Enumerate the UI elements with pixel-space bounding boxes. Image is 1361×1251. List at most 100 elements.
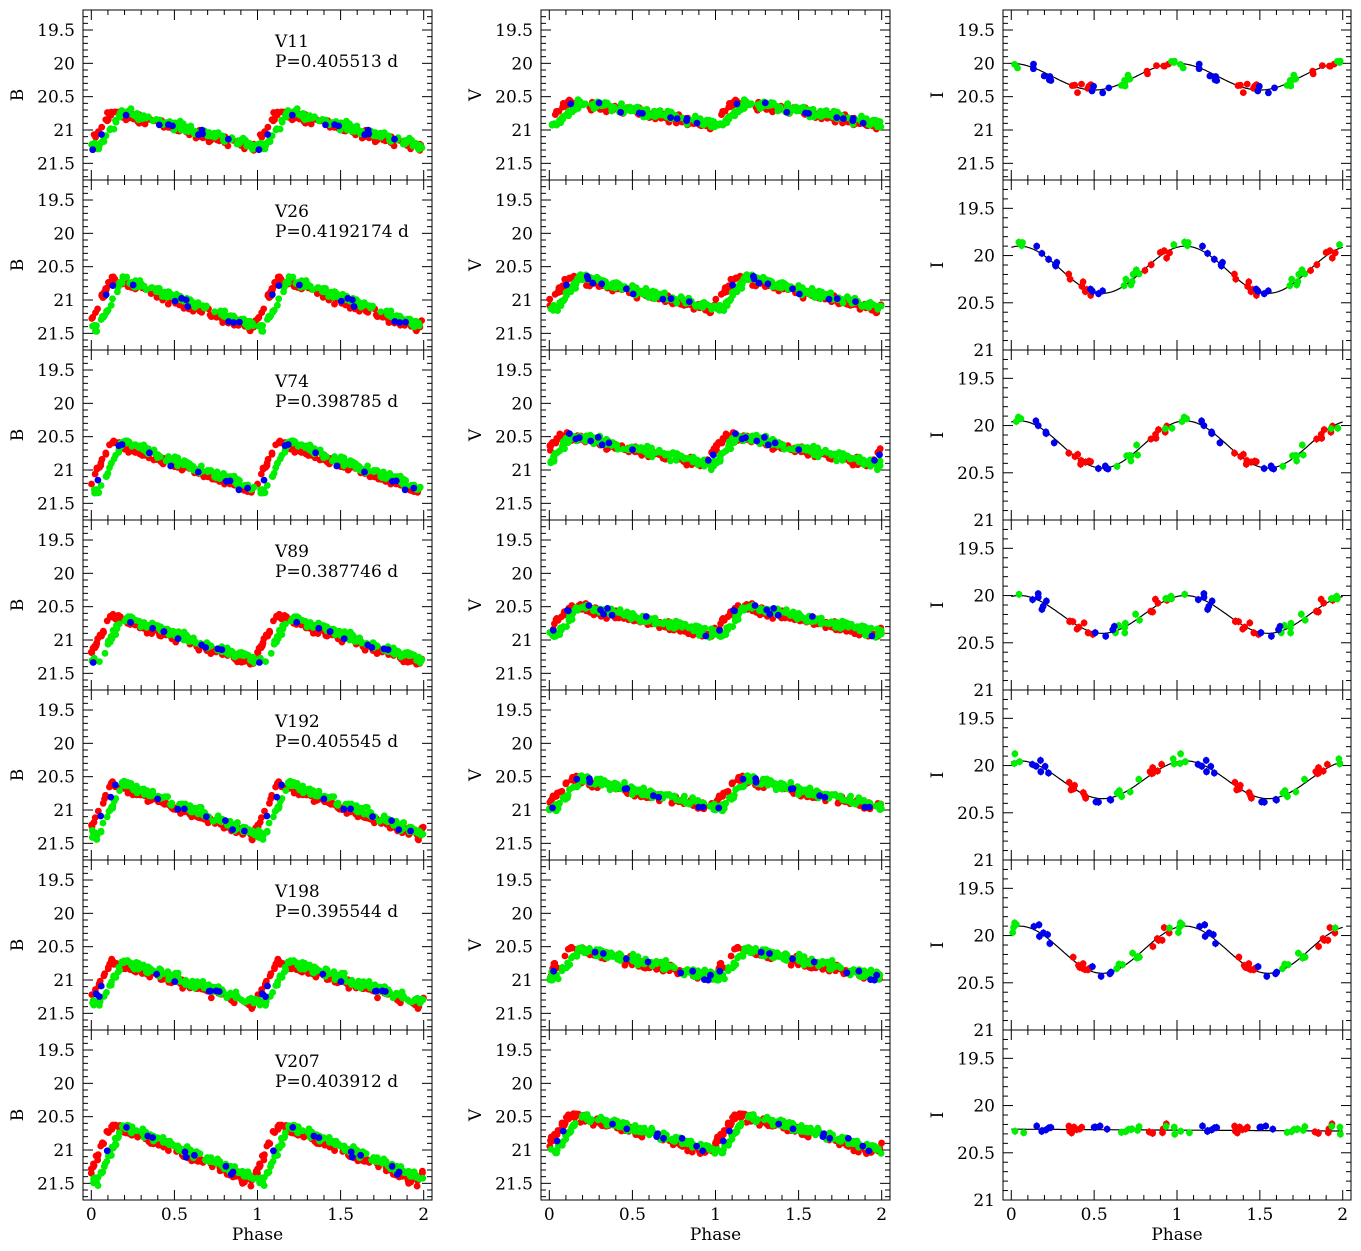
data-point — [416, 655, 424, 663]
data-point — [410, 139, 417, 147]
data-point — [104, 640, 112, 648]
panel-frame — [1002, 9, 1352, 181]
data-point — [673, 115, 681, 122]
data-point — [1012, 418, 1020, 425]
data-point — [700, 299, 708, 306]
data-point — [202, 644, 210, 651]
data-point — [1134, 451, 1141, 459]
data-point — [1232, 275, 1240, 283]
data-point — [1065, 449, 1073, 457]
data-point — [1327, 425, 1335, 432]
data-point — [685, 298, 693, 305]
data-point — [1163, 254, 1170, 262]
data-point — [667, 295, 675, 303]
data-point — [1050, 439, 1058, 447]
y-tick-label: 21.5 — [495, 324, 533, 344]
data-point — [1095, 290, 1102, 298]
data-point — [553, 449, 561, 456]
data-point — [1088, 87, 1096, 95]
data-point — [1252, 285, 1260, 293]
y-axis-label: I — [928, 262, 948, 269]
data-point — [98, 131, 105, 138]
data-point — [98, 123, 106, 131]
data-point — [396, 319, 404, 326]
data-point — [130, 441, 138, 449]
data-point — [733, 100, 741, 108]
data-point — [805, 110, 812, 117]
data-point — [857, 455, 864, 463]
data-point — [108, 635, 116, 642]
data-point — [345, 630, 353, 637]
y-tick-label: 21.5 — [37, 664, 75, 684]
y-tick-label: 19.5 — [37, 361, 75, 381]
data-point — [659, 295, 667, 303]
data-point — [127, 105, 135, 112]
data-point — [337, 297, 345, 305]
data-point — [550, 307, 557, 314]
data-point — [876, 445, 884, 453]
data-point — [104, 306, 112, 314]
data-point — [609, 280, 616, 287]
data-point — [401, 486, 409, 494]
y-tick-label: 20 — [973, 54, 995, 74]
data-point — [1204, 250, 1211, 257]
y-tick-label: 21 — [53, 291, 75, 311]
data-point — [284, 441, 292, 448]
data-point — [1133, 441, 1140, 449]
data-point — [184, 124, 192, 132]
data-point — [344, 294, 352, 302]
data-point — [1160, 247, 1168, 255]
data-point — [118, 279, 126, 287]
y-tick-label: 20.5 — [957, 88, 995, 108]
data-point — [91, 642, 99, 650]
data-point — [1143, 67, 1151, 75]
data-point — [1045, 76, 1053, 84]
y-tick-label: 20 — [53, 54, 75, 74]
data-point — [257, 642, 265, 650]
y-axis-label: V — [466, 428, 486, 442]
data-point — [555, 285, 563, 292]
data-point — [266, 628, 274, 636]
data-point — [843, 293, 851, 300]
y-tick-label: 21 — [511, 121, 533, 141]
data-point — [722, 430, 730, 438]
data-point — [1071, 453, 1079, 460]
data-point — [268, 473, 276, 480]
data-point — [584, 275, 592, 283]
data-point — [94, 476, 102, 484]
y-tick-label: 20.5 — [495, 428, 533, 448]
data-point — [224, 135, 232, 143]
data-point — [106, 126, 114, 134]
data-point — [1077, 457, 1085, 464]
data-point — [309, 286, 317, 293]
data-point — [731, 439, 738, 446]
y-axis-label: I — [928, 432, 948, 439]
data-point — [329, 457, 336, 464]
y-axis-label: B — [8, 599, 28, 612]
y-axis-label: V — [466, 88, 486, 102]
data-point — [360, 302, 368, 309]
y-tick-label: 19.5 — [495, 21, 533, 41]
data-point — [1210, 255, 1218, 263]
data-point — [284, 279, 292, 287]
data-point — [555, 107, 563, 115]
period-label: P=0.398785 d — [275, 392, 398, 412]
data-point — [871, 457, 878, 464]
data-point — [218, 646, 226, 654]
y-tick-label: 20.5 — [37, 598, 75, 618]
data-point — [546, 441, 554, 449]
data-point — [275, 295, 283, 303]
data-point — [273, 612, 280, 620]
data-point — [1307, 267, 1314, 274]
y-tick-label: 20.5 — [37, 258, 75, 278]
data-point — [222, 477, 230, 485]
data-point — [1313, 261, 1321, 269]
data-point — [1127, 281, 1135, 289]
data-point — [677, 293, 685, 300]
data-point — [827, 111, 834, 119]
data-point — [1120, 282, 1128, 290]
data-point — [243, 139, 251, 147]
data-point — [89, 146, 97, 154]
data-point — [241, 652, 249, 659]
